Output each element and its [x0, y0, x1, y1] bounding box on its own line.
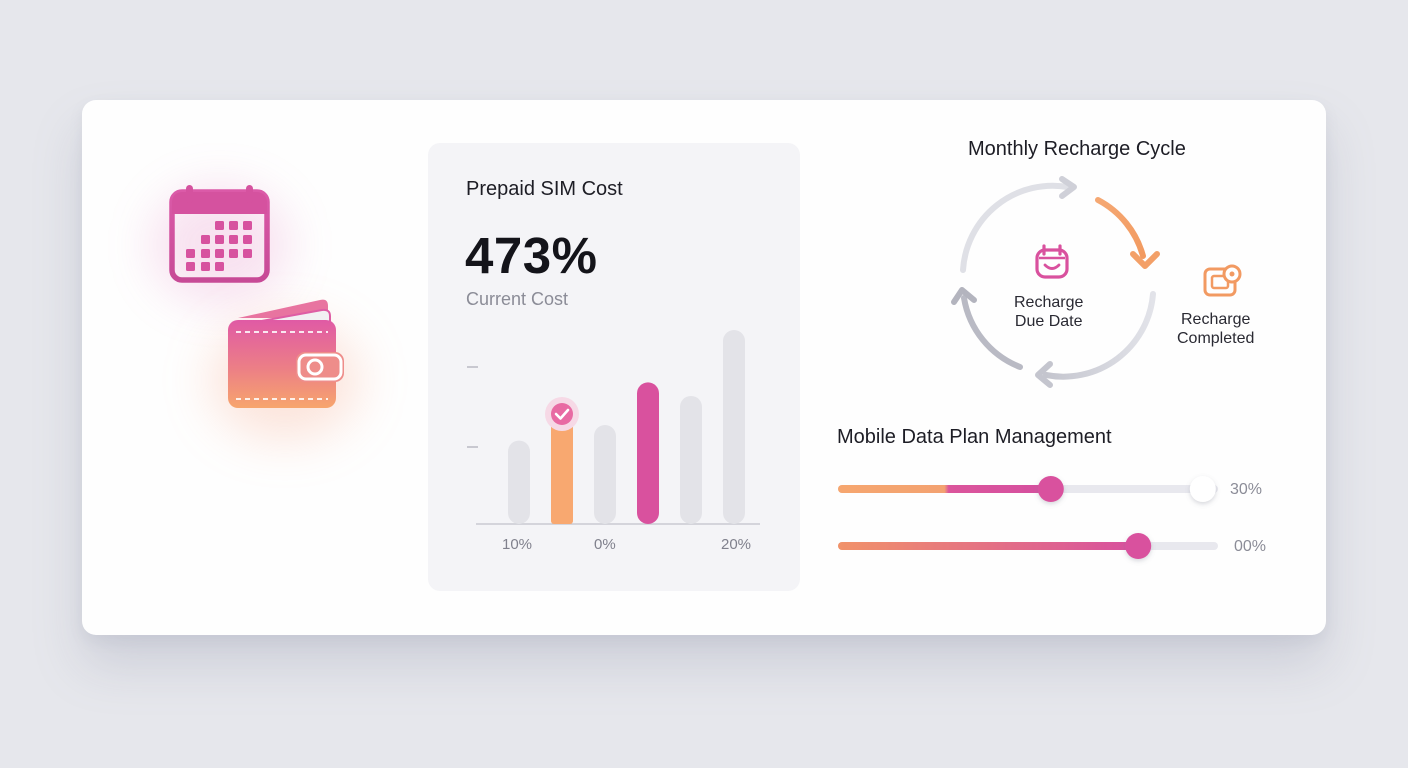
slider-2[interactable]	[838, 533, 1218, 559]
arrow-head-right	[1130, 251, 1160, 269]
completed-label-line2: Completed	[1177, 330, 1255, 347]
arrow-head-bottom	[1035, 361, 1053, 388]
cost-value-label: Current Cost	[466, 289, 569, 309]
x-tick-label-2: 0%	[594, 536, 616, 553]
due-date-label-line2: Due Date	[1014, 313, 1083, 330]
completed-label: Recharge Completed	[1177, 310, 1254, 348]
wallet-icon	[228, 299, 344, 408]
cost-value: 473%	[465, 227, 598, 284]
arrow-head-top	[1059, 176, 1077, 199]
calendar-face-icon	[1035, 244, 1069, 279]
due-date-label-line1: Recharge	[1014, 294, 1084, 311]
slider-2-value: 00%	[1234, 538, 1267, 555]
arrow-head-left	[951, 287, 977, 305]
slider-end-knob[interactable]	[1189, 476, 1216, 502]
slider-fill	[838, 542, 1139, 550]
bar-1	[508, 440, 530, 524]
cost-bar-chart	[467, 330, 760, 525]
bar-5	[680, 395, 702, 524]
data-plan-title: Mobile Data Plan Management	[837, 426, 1112, 448]
due-date-label: Recharge Due Date	[1014, 293, 1083, 331]
slider-knob[interactable]	[1125, 533, 1152, 559]
slider-1-value: 30%	[1230, 481, 1263, 498]
data-plan-sliders	[838, 476, 1218, 559]
bar-3	[594, 425, 616, 524]
x-tick-label-1: 10%	[502, 536, 533, 553]
slider-knob[interactable]	[1037, 476, 1064, 502]
slider-1[interactable]	[838, 476, 1218, 502]
check-icon	[545, 397, 579, 431]
cycle-arc-left	[961, 295, 1023, 370]
bar-6	[723, 330, 745, 524]
device-icon	[1203, 264, 1242, 297]
cycle-arc-top	[960, 182, 1071, 273]
cost-title: Prepaid SIM Cost	[466, 178, 623, 200]
bar-4	[637, 382, 659, 524]
cycle-title: Monthly Recharge Cycle	[968, 138, 1186, 160]
slider-fill	[838, 485, 1051, 493]
cycle-arc-bottom	[1043, 291, 1156, 380]
completed-label-line1: Recharge	[1181, 311, 1251, 328]
x-tick-label-3: 20%	[721, 536, 752, 553]
cycle-arc-right	[1095, 197, 1146, 259]
bar-2	[551, 413, 573, 524]
calendar-icon	[169, 185, 270, 283]
recharge-cycle-diagram	[951, 176, 1160, 388]
